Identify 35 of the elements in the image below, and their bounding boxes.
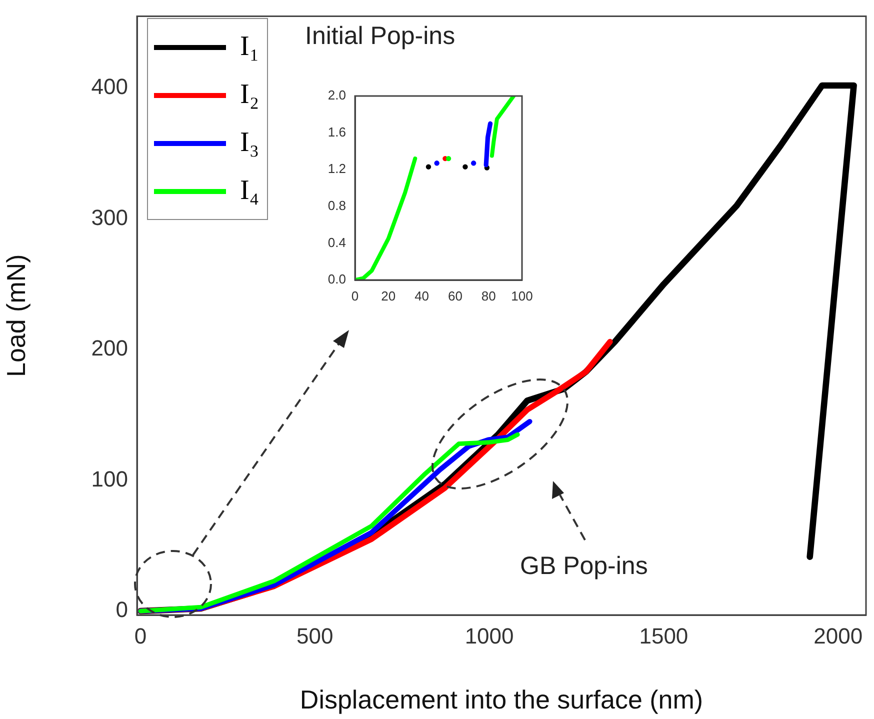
y-tick-label: 400 [91, 74, 128, 100]
x-tick-label: 0 [134, 623, 147, 648]
x-tick-label: 60 [448, 288, 462, 304]
x-tick-label: 40 [414, 288, 430, 304]
y-axis-title: Load (mN) [0, 254, 31, 378]
x-tick-label: 1500 [639, 623, 688, 648]
y-tick-label: 100 [91, 466, 128, 492]
y-tick-label: 1.6 [328, 124, 346, 140]
point [446, 156, 452, 162]
x-axis-title: Displacement into the surface (nm) [300, 684, 704, 715]
x-tick-label: 500 [296, 623, 334, 648]
x-tick-label: 0 [351, 288, 359, 304]
y-tick-label: 0.8 [328, 198, 346, 213]
y-tick-label: 0 [116, 597, 128, 622]
y-tick-label: 300 [91, 204, 128, 230]
legend-label: I₄ [240, 175, 260, 207]
point [434, 160, 440, 166]
y-tick-label: 2.0 [328, 88, 346, 103]
x-tick-label: 20 [381, 288, 396, 304]
y-tick-label: 0.0 [328, 272, 346, 287]
y-tick-label: 200 [91, 336, 128, 361]
legend-label: I₃ [240, 127, 260, 159]
point [470, 160, 476, 166]
point [462, 164, 468, 170]
legend-label: I₁ [240, 31, 260, 63]
x-tick-label: 2000 [814, 623, 863, 648]
y-tick-label: 1.2 [328, 161, 346, 176]
x-tick-label: 100 [511, 288, 533, 304]
x-tick-label: 80 [481, 288, 496, 304]
point [426, 164, 432, 170]
x-tick-label: 1000 [464, 623, 514, 648]
annotation: GB Pop-ins [520, 552, 648, 581]
legend-label: I₂ [240, 79, 260, 111]
annotation: Initial Pop-ins [305, 22, 456, 51]
y-tick-label: 0.4 [328, 234, 346, 250]
